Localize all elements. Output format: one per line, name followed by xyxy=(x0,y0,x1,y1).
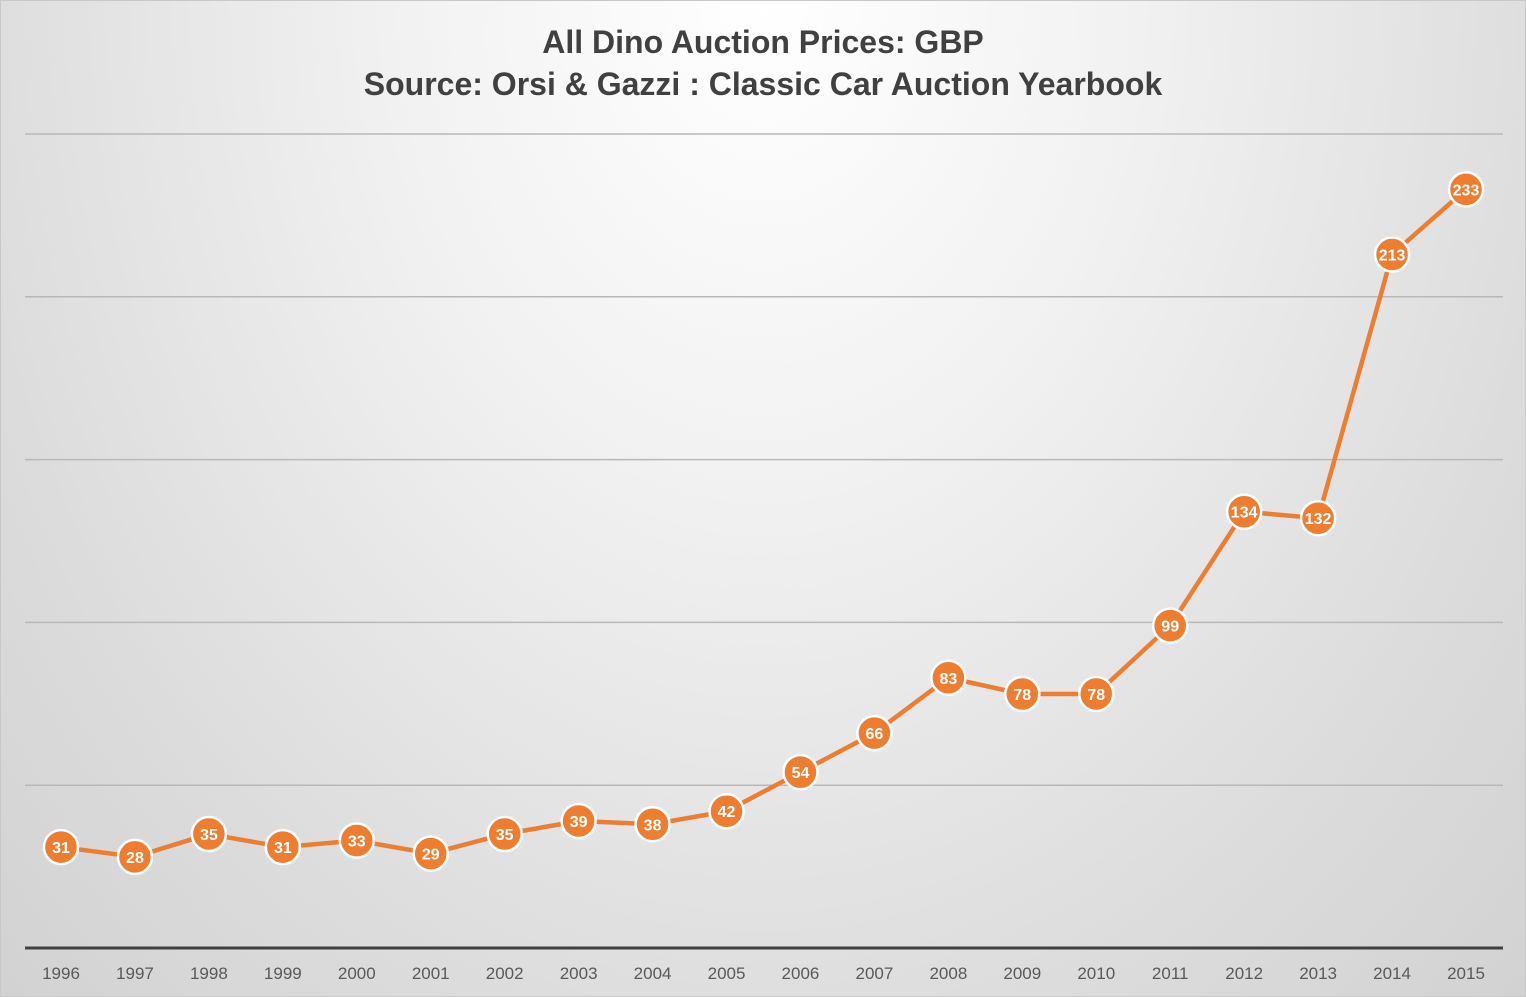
data-label-2012: 134 xyxy=(1231,505,1258,522)
data-label-2001: 29 xyxy=(422,847,440,864)
chart-title-line-1: All Dino Auction Prices: GBP xyxy=(542,24,984,60)
gridlines xyxy=(25,133,1503,786)
x-tick-label-2009: 2009 xyxy=(1003,964,1041,983)
data-label-2006: 54 xyxy=(792,765,810,782)
data-point-2001 xyxy=(412,835,449,872)
x-tick-label-2006: 2006 xyxy=(782,964,820,983)
data-label-1998: 35 xyxy=(200,827,218,844)
data-label-1997: 28 xyxy=(126,850,144,867)
data-label-2002: 35 xyxy=(496,827,514,844)
x-tick-label-2005: 2005 xyxy=(708,964,746,983)
data-point-2003 xyxy=(560,802,597,840)
x-tick-label-2011: 2011 xyxy=(1152,964,1189,983)
x-tick-label-1996: 1996 xyxy=(42,964,80,983)
x-tick-label-2003: 2003 xyxy=(560,964,598,983)
x-tick-label-2015: 2015 xyxy=(1447,964,1485,983)
data-label-2005: 42 xyxy=(718,804,736,821)
x-tick-label-2008: 2008 xyxy=(929,964,967,983)
data-label-2004: 38 xyxy=(644,817,662,834)
data-point-2006 xyxy=(782,753,819,791)
data-point-1997 xyxy=(116,838,154,876)
data-point-2007 xyxy=(856,714,893,752)
data-point-2009 xyxy=(1004,675,1041,713)
data-point-1999 xyxy=(264,828,302,866)
x-tick-label-2007: 2007 xyxy=(856,964,894,983)
x-tick-label-2013: 2013 xyxy=(1299,964,1337,983)
data-label-2013: 132 xyxy=(1305,511,1332,528)
data-point-1996 xyxy=(42,828,80,866)
data-point-2004 xyxy=(634,806,671,843)
chart-title: All Dino Auction Prices: GBP Source: Ors… xyxy=(1,21,1525,105)
x-tick-label-2010: 2010 xyxy=(1077,964,1115,983)
data-label-2007: 66 xyxy=(866,726,884,743)
chart-title-line-2: Source: Orsi & Gazzi : Classic Car Aucti… xyxy=(363,66,1163,102)
data-point-2002 xyxy=(486,815,523,853)
data-label-2000: 33 xyxy=(348,834,366,851)
data-point-2014 xyxy=(1373,236,1411,273)
data-point-2008 xyxy=(930,659,967,697)
data-point-2015 xyxy=(1447,171,1485,208)
data-label-2008: 83 xyxy=(939,671,957,688)
data-label-2011: 99 xyxy=(1161,619,1179,636)
x-tick-label-2001: 2001 xyxy=(412,964,450,983)
data-point-2005 xyxy=(708,792,745,830)
data-point-2012 xyxy=(1225,493,1263,530)
data-point-2000 xyxy=(338,822,376,859)
x-tick-labels: 1996 1997 1998 1999 2000 2001 2002 2003 2004 2005… xyxy=(42,964,1485,983)
data-points: 31 28 35 31 33 29 35 39 38 42 54 66 83 78 78 99 134 132 21… xyxy=(42,171,1485,876)
data-label-2009: 78 xyxy=(1013,687,1031,704)
x-tick-label-2004: 2004 xyxy=(634,964,672,983)
x-tick-label-2012: 2012 xyxy=(1225,964,1263,983)
data-point-2013 xyxy=(1299,499,1337,537)
x-tick-label-1997: 1997 xyxy=(116,964,154,983)
data-point-2011 xyxy=(1151,607,1189,644)
x-tick-label-2000: 2000 xyxy=(338,964,376,983)
data-point-1998 xyxy=(190,815,228,853)
data-label-1996: 31 xyxy=(52,840,70,857)
data-label-2010: 78 xyxy=(1087,687,1105,704)
x-tick-label-2014: 2014 xyxy=(1373,964,1411,983)
data-point-2010 xyxy=(1078,675,1115,713)
data-label-2015: 233 xyxy=(1453,182,1480,199)
x-tick-label-1998: 1998 xyxy=(190,964,228,983)
data-label-2014: 213 xyxy=(1379,247,1406,264)
data-label-1999: 31 xyxy=(274,840,292,857)
x-tick-label-2002: 2002 xyxy=(486,964,524,983)
x-tick-label-1999: 1999 xyxy=(264,964,302,983)
data-label-2003: 39 xyxy=(570,814,588,831)
